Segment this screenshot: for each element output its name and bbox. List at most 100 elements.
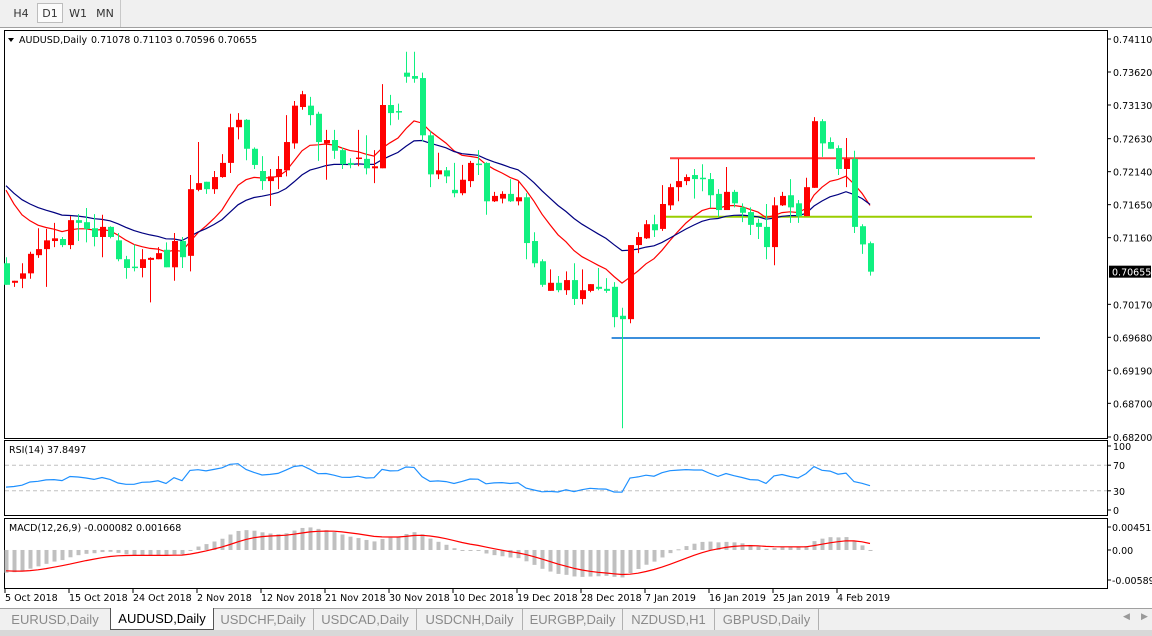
candle-body xyxy=(108,226,114,237)
candle-body xyxy=(412,76,418,79)
candle xyxy=(764,203,770,260)
macd-histogram-bar xyxy=(140,549,145,556)
candle-body xyxy=(196,183,202,190)
tab-eurgbp-daily[interactable]: EURGBP,Daily xyxy=(523,609,623,630)
timeframe-d1-button[interactable]: D1 xyxy=(37,3,63,23)
candle-body xyxy=(20,273,26,279)
candle-body xyxy=(540,261,546,285)
candle-body xyxy=(132,266,138,269)
candle xyxy=(540,259,546,287)
date-tick-label: 21 Nov 2018 xyxy=(325,593,386,604)
scroll-left-icon[interactable]: ◀ xyxy=(1123,612,1130,622)
candle-body xyxy=(820,121,826,144)
macd-histogram-bar xyxy=(580,549,585,577)
candle xyxy=(260,156,266,190)
candle xyxy=(20,263,26,289)
candle-body xyxy=(508,193,514,202)
candle xyxy=(500,191,506,204)
candle-body xyxy=(148,257,154,260)
macd-panel[interactable]: MACD(12,26,9) -0.000082 0.001668 0.00451… xyxy=(4,518,1152,589)
macd-histogram-bar xyxy=(692,543,697,550)
rsi-tick-label: 0 xyxy=(1113,506,1119,517)
main-panel-frame xyxy=(4,30,1108,439)
candle xyxy=(396,103,402,120)
tab-eurusd-daily[interactable]: EURUSD,Daily xyxy=(0,609,111,630)
candle-body xyxy=(4,263,10,285)
candle-body xyxy=(852,158,858,227)
macd-histogram-bar xyxy=(516,549,521,559)
candle-body xyxy=(36,249,42,256)
macd-histogram-bar xyxy=(84,549,89,554)
scroll-right-icon[interactable]: ▶ xyxy=(1141,612,1148,622)
candle-body xyxy=(692,175,698,180)
tab-usdchf-daily[interactable]: USDCHF,Daily xyxy=(213,609,314,630)
candle xyxy=(60,236,66,248)
price-tick-label: 0.69680 xyxy=(1113,333,1152,344)
candle-body xyxy=(668,187,674,206)
candle-body xyxy=(284,142,290,171)
candle xyxy=(36,228,42,258)
collapse-triangle-icon[interactable] xyxy=(8,38,14,42)
candle xyxy=(412,51,418,83)
tab-audusd-daily[interactable]: AUDUSD,Daily xyxy=(110,608,214,630)
candle xyxy=(364,135,370,175)
candle xyxy=(772,197,778,266)
candle-body xyxy=(84,222,90,229)
tab-usdcnh-daily[interactable]: USDCNH,Daily xyxy=(417,609,523,630)
candle-body xyxy=(556,282,562,291)
macd-histogram-bar xyxy=(316,528,321,550)
candle-body xyxy=(236,119,242,128)
macd-histogram-bar xyxy=(68,549,73,558)
timeframe-toolbar: H4 D1 W1 MN xyxy=(0,0,1152,28)
timeframe-w1-button[interactable]: W1 xyxy=(69,7,87,20)
tab-nzdusd-h1[interactable]: NZDUSD,H1 xyxy=(623,609,715,630)
candle xyxy=(124,255,130,279)
candle-body xyxy=(228,127,234,163)
rsi-axis: 100 70 30 0 xyxy=(1107,442,1131,517)
candle xyxy=(692,168,698,199)
candle-body xyxy=(652,224,658,231)
macd-histogram-bar xyxy=(604,549,609,576)
candle-body xyxy=(252,148,258,165)
toolbar-separator xyxy=(120,0,121,27)
tab-usdcad-daily[interactable]: USDCAD,Daily xyxy=(314,609,417,630)
candle xyxy=(628,245,634,324)
candle-body xyxy=(548,282,554,291)
candle xyxy=(740,203,746,223)
candle xyxy=(148,257,154,303)
candle-body xyxy=(116,240,122,260)
macd-histogram-bar xyxy=(20,549,25,572)
candle-body xyxy=(92,228,98,237)
macd-histogram-bar xyxy=(620,549,625,578)
candle xyxy=(492,191,498,202)
price-tick-label: 0.74110 xyxy=(1113,35,1152,46)
macd-histogram-bar xyxy=(444,544,449,550)
macd-plot xyxy=(4,527,873,578)
candle xyxy=(356,129,362,167)
main-price-panel[interactable]: AUDUSD,Daily 0.71078 0.71103 0.70596 0.7… xyxy=(4,30,1108,439)
macd-histogram-bar xyxy=(260,532,265,550)
ohlc-label: 0.71078 0.71103 0.70596 0.70655 xyxy=(91,35,257,46)
candle-body xyxy=(436,170,442,175)
candle-body xyxy=(788,195,794,208)
macd-histogram-bar xyxy=(380,538,385,550)
timeframe-mn-button[interactable]: MN xyxy=(96,7,114,20)
candle-body xyxy=(612,286,618,318)
candle-body xyxy=(684,177,690,182)
candle xyxy=(468,160,474,188)
tab-gbpusd-daily[interactable]: GBPUSD,Daily xyxy=(715,609,819,630)
rsi-panel[interactable]: RSI(14) 37.8497 100 70 30 0 xyxy=(4,440,1132,518)
candle xyxy=(316,111,322,161)
timeframe-h4-button[interactable]: H4 xyxy=(13,7,29,20)
chart-window[interactable]: AUDUSD,Daily 0.71078 0.71103 0.70596 0.7… xyxy=(0,0,1152,608)
macd-histogram-bar xyxy=(596,549,601,577)
candle xyxy=(684,174,690,186)
candle xyxy=(604,278,610,293)
candle xyxy=(524,193,530,260)
date-tick-label: 30 Nov 2018 xyxy=(389,593,450,604)
candle xyxy=(708,173,714,209)
macd-histogram-bar xyxy=(628,549,633,574)
candle xyxy=(404,51,410,83)
candle-body xyxy=(340,150,346,165)
candle-body xyxy=(356,157,362,160)
